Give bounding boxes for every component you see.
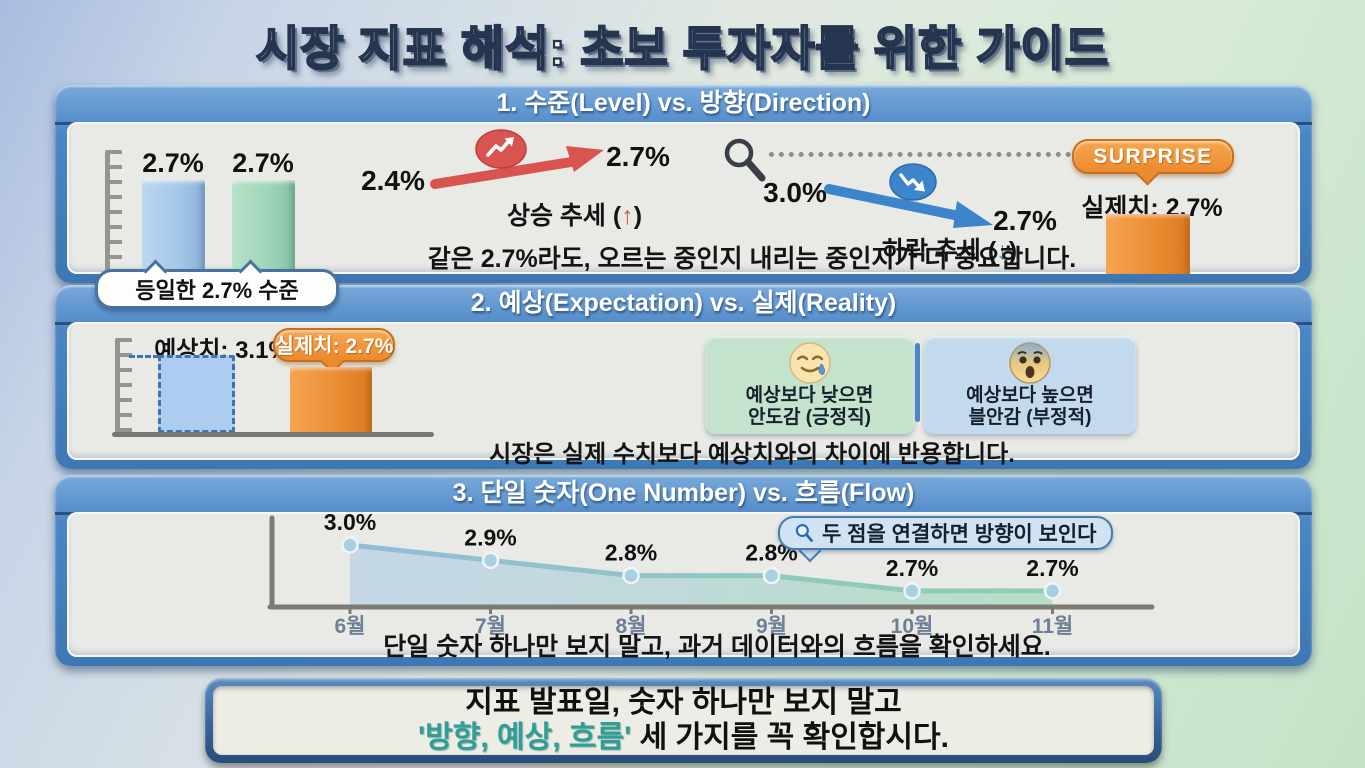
panel2-body: 예상치: 3.1% 실제치: 2.7% 예상보다 낮으면 안도감 (긍정직)	[67, 322, 1300, 468]
panel-one-number-vs-flow: 3. 단일 숫자(One Number) vs. 흐름(Flow) 3.0% 6월…	[55, 475, 1312, 666]
footer-banner: 지표 발표일, 숫자 하나만 보지 말고 '방향, 예상, 흐름' 세 가지를 …	[205, 678, 1162, 763]
flow-month-label: 10월	[891, 615, 934, 638]
flow-point-label: 2.9%	[464, 524, 516, 550]
down-trend-to-value: 2.7%	[993, 205, 1057, 236]
anxious-face-icon	[1009, 342, 1051, 384]
flow-point	[903, 582, 921, 600]
down-trend-label: 하락 추세 (↓)	[807, 231, 1092, 267]
down-arrow-glyph: ↓	[996, 237, 1009, 265]
flow-point	[1043, 582, 1062, 600]
up-trend-from-value: 2.4%	[361, 165, 425, 196]
flow-month-label: 11월	[1032, 615, 1074, 638]
bar2-value-label: 2.7%	[232, 148, 294, 178]
flow-line	[347, 542, 1055, 594]
expected-bar-dashed	[158, 355, 235, 433]
down-trend-from-value: 3.0%	[763, 177, 827, 208]
flow-point-label: 2.7%	[1026, 555, 1078, 581]
flow-point-label: 2.7%	[886, 555, 938, 581]
panel-level-vs-direction: 1. 수준(Level) vs. 방향(Direction) 2.7% 2.7%…	[55, 85, 1312, 309]
panel3-header: 3. 단일 숫자(One Number) vs. 흐름(Flow)	[55, 475, 1312, 515]
up-trend-arrow	[430, 146, 604, 189]
trending-down-icon	[889, 163, 937, 201]
flow-point	[341, 536, 359, 554]
footer-highlight: '방향, 예상, 흐름'	[418, 720, 632, 754]
panel-expectation-vs-reality: 2. 예상(Expectation) vs. 실제(Reality) 예상치: …	[55, 285, 1312, 469]
same-level-callout: 등일한 2.7% 수준	[95, 269, 339, 309]
page-title: 시장 지표 해석: 초보 투자자를 위한 가이드	[255, 21, 1110, 76]
reaction-card-negative: 예상보다 높으면 블안감 (부정적)	[924, 336, 1136, 434]
down-trend-label-prefix: 하락 추세 (	[881, 237, 997, 265]
level-bar-green	[232, 180, 295, 271]
expected-level-dash-line	[129, 355, 159, 358]
level-bar-blue	[142, 180, 205, 271]
reaction-card-positive: 예상보다 낮으면 안도감 (긍정직)	[705, 336, 914, 434]
down-trend-arrow	[824, 184, 993, 228]
negative-card-line1: 예상보다 높으면	[966, 385, 1094, 406]
flow-month-label: 6월	[335, 615, 366, 638]
bar1-value-label: 2.7%	[142, 148, 204, 178]
panel1-body: 2.7% 2.7% 등일한 2.7% 수준 2.4% 2.7% 상승 추세 (↑…	[67, 122, 1300, 309]
up-trend-label-suffix: )	[633, 202, 643, 230]
footer-banner-inner: 지표 발표일, 숫자 하나만 보지 말고 '방향, 예상, 흐름' 세 가지를 …	[213, 686, 1154, 755]
panel1-caption: 같은 2.7%라도, 오르는 중인지 내리는 중인지가 더 중요합니다.	[427, 245, 1077, 273]
trending-up-icon	[475, 129, 527, 169]
down-trend-label-suffix: )	[1008, 237, 1018, 265]
flow-callout-text: 두 점을 연결하면 방향이 보인다	[822, 523, 1097, 546]
flow-callout-bubble: 두 점을 연결하면 방향이 보인다	[778, 516, 1113, 550]
actual-bar-orange-2	[290, 367, 372, 433]
positive-card-line2: 안도감 (긍정직)	[748, 407, 871, 429]
panel1-header: 1. 수준(Level) vs. 방향(Direction)	[55, 85, 1312, 125]
footer-line2: '방향, 예상, 흐름' 세 가지를 꼭 확인합시다.	[418, 721, 949, 756]
up-trend-label-prefix: 상승 추세 (	[506, 202, 622, 230]
footer-line2-rest: 세 가지를 꼭 확인합시다.	[631, 720, 949, 754]
flow-point-label: 2.8%	[605, 540, 657, 566]
relieved-face-with-sweat-icon	[788, 342, 831, 384]
flow-point	[622, 566, 640, 585]
panel3-caption: 단일 숫자 하나만 보지 말고, 과거 데이터와의 흐름을 확인하세요.	[383, 633, 1051, 661]
flow-point	[762, 566, 781, 585]
up-trend-to-value: 2.7%	[606, 141, 670, 172]
card-divider	[915, 343, 920, 422]
flow-month-label: 7월	[475, 615, 506, 638]
flow-point	[481, 551, 500, 570]
up-arrow-glyph: ↑	[621, 202, 634, 230]
y-axis-ladder-1	[105, 150, 122, 271]
negative-card-line2: 블안감 (부정적)	[968, 407, 1092, 429]
panel2-caption: 시장은 실제 수치보다 예상치와의 차이에 반용합니다.	[489, 441, 1015, 468]
positive-card-line1: 예상보다 낮으면	[745, 385, 874, 406]
up-trend-label: 상승 추세 (↑)	[432, 196, 717, 232]
magnifier-icon	[724, 138, 766, 182]
y-axis-ladder-2	[115, 338, 132, 433]
flow-month-label: 8월	[616, 615, 647, 638]
actual-bar-orange-1	[1106, 214, 1190, 274]
small-magnifier-icon	[795, 524, 813, 542]
x-axis-baseline-2	[112, 432, 434, 437]
flow-month-label: 9월	[756, 615, 787, 638]
flow-point-label: 3.0%	[324, 512, 376, 535]
footer-line1: 지표 발표일, 숫자 하나만 보지 말고	[465, 686, 902, 719]
dotted-connector-line	[769, 152, 1071, 157]
panel3-body: 3.0% 6월 2.9% 7월 2.8% 8월 2.8% 9월 2.7% 10월 2.7% 11월 두…	[67, 512, 1300, 661]
